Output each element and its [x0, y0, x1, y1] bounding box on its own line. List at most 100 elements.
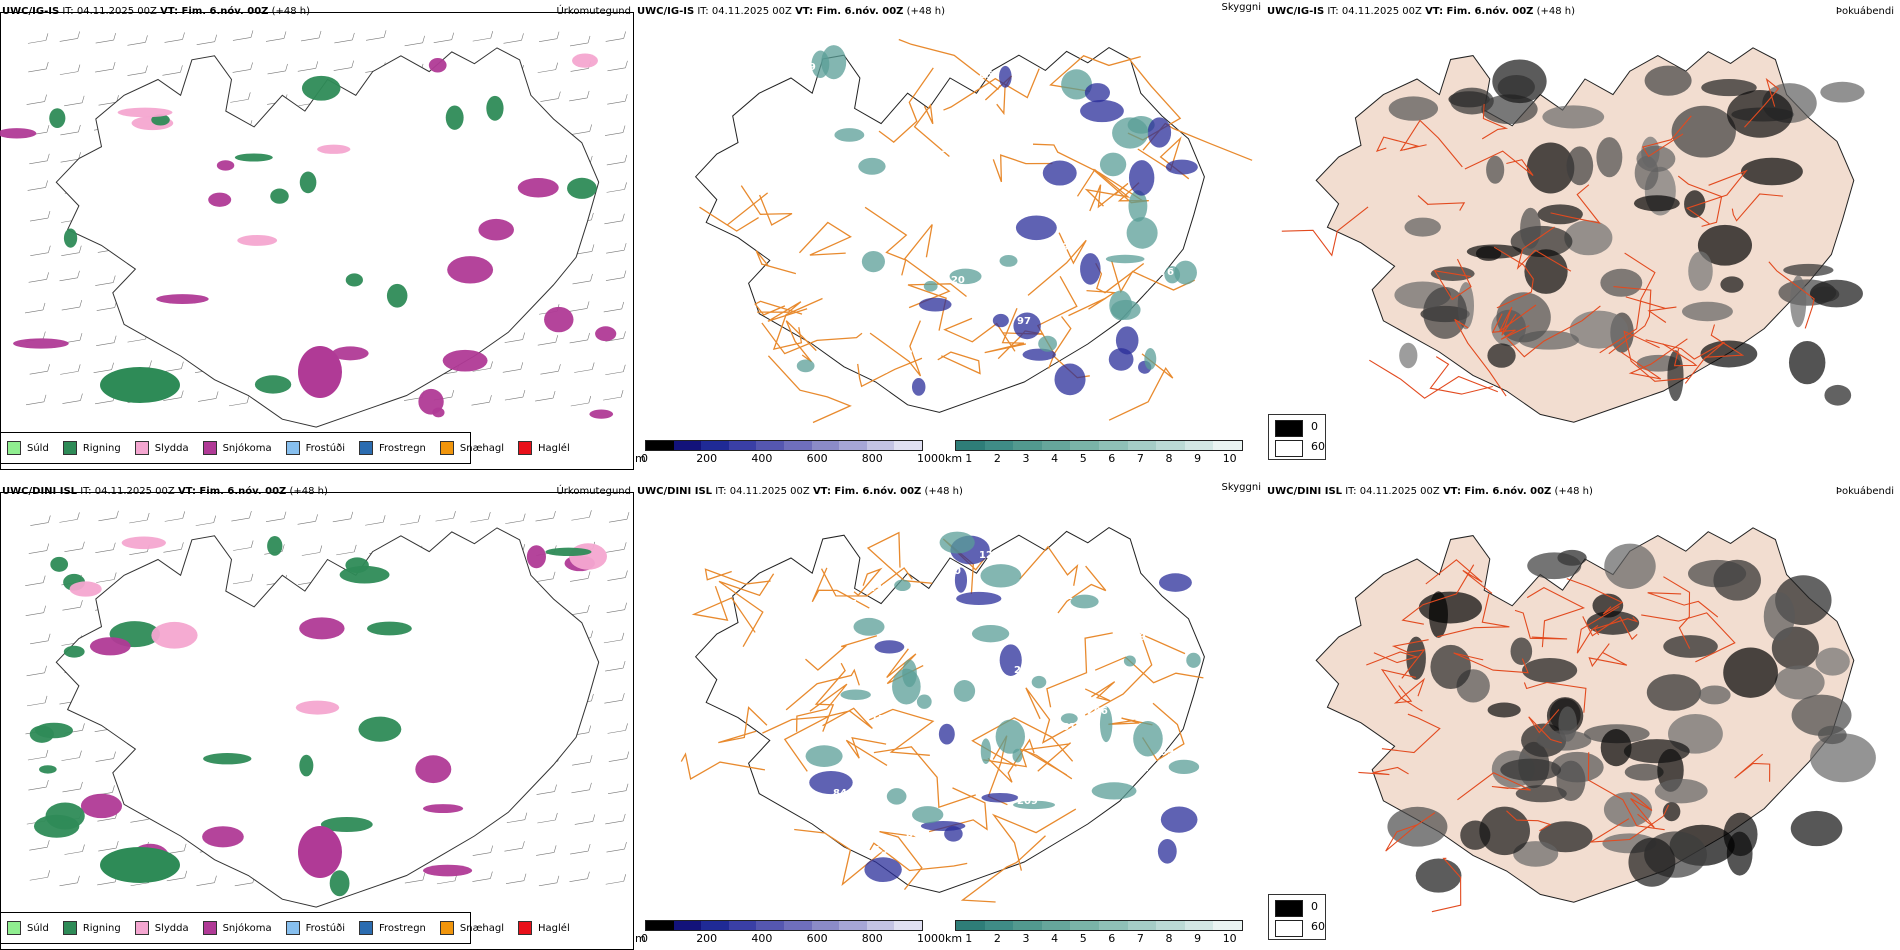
fog-index-blob: [1404, 217, 1441, 237]
legend-item: Súld: [7, 921, 49, 935]
ceiling-value-label: 222: [798, 193, 819, 204]
precip-blob: [156, 294, 209, 305]
colorbar-segment: [894, 921, 922, 930]
init-time: IT: 04.11.2025 00Z: [80, 486, 175, 497]
road: [1685, 169, 1748, 225]
colorbar-unit: km: [945, 932, 963, 945]
visibility-panel-top: 119 120 98 26 261 76 192 36 85 88 16 222 17 120 97 84 10…: [635, 0, 1265, 470]
fog-map-bottom: [1315, 527, 1876, 913]
panel-title: UWC/DINI ISL IT: 04.11.2025 00Z VT: Fim.…: [1267, 486, 1593, 497]
road: [869, 320, 922, 377]
colorbar-segment: [646, 921, 674, 930]
low-visibility-blob: [1144, 348, 1157, 370]
wind-barb: [26, 665, 47, 677]
precip-blob: [151, 621, 198, 649]
precip-blob: [386, 283, 408, 308]
road: [794, 828, 884, 887]
colorbar-segment: [728, 441, 757, 450]
road: [1084, 681, 1116, 702]
wind-barb: [24, 302, 46, 314]
ceiling-colorbar: m 0 200 400 600 800 1000: [635, 918, 945, 948]
road: [785, 668, 860, 711]
fog-index-blob: [1537, 204, 1583, 225]
fog-panel-bottom: UWC/DINI ISL IT: 04.11.2025 00Z VT: Fim.…: [1265, 480, 1900, 950]
road: [1642, 115, 1692, 158]
low-visibility-blob: [1054, 363, 1086, 396]
wind-barb: [506, 812, 528, 823]
low-visibility-blob: [981, 792, 1019, 803]
fog-index-blob: [1450, 87, 1494, 115]
road: [1393, 677, 1426, 704]
colorbar-tick-label: 0: [641, 932, 648, 945]
fog-index-blob: [1774, 665, 1825, 700]
road: [992, 154, 1053, 183]
colorbar-unit: m: [635, 452, 646, 465]
fog-index-blob: [1526, 142, 1575, 194]
fog-index-blob: [1723, 647, 1778, 698]
fog-index-blob: [1654, 778, 1708, 804]
road: [878, 67, 934, 143]
low-visibility-blob: [1186, 652, 1201, 668]
fog-map-top: [1281, 47, 1865, 423]
colorbar-tick-label: 5: [1079, 452, 1087, 465]
wind-barb: [60, 124, 81, 136]
fog-low-label: 60: [1311, 440, 1325, 453]
fog-index-blob: [1428, 591, 1448, 638]
colorbar-segment: [701, 921, 729, 930]
colorbar-tick-label: 10: [1222, 932, 1237, 945]
road: [857, 357, 923, 388]
fog-panel-top: UWC/IG-IS IT: 04.11.2025 00Z VT: Fim. 6.…: [1265, 0, 1900, 470]
legend-label: Snjókoma: [222, 922, 272, 934]
road: [1599, 252, 1656, 354]
wind-barb: [572, 273, 593, 285]
visibility-colorbar: km 1 2 3 4 5 6 7 8 9 10: [945, 918, 1255, 948]
road: [879, 830, 923, 891]
wind-barb: [59, 31, 80, 42]
fog-index-blob: [1510, 637, 1533, 665]
model-name: UWC/IG-IS: [1267, 6, 1325, 17]
road: [1499, 304, 1537, 336]
wind-barb: [537, 62, 558, 73]
ceiling-value-label: 261: [1055, 722, 1076, 733]
ceiling-value-label: 55: [801, 324, 815, 335]
wind-barb: [605, 813, 626, 825]
ceiling-value-label: 80: [906, 829, 920, 840]
colorbar-segment: [1041, 441, 1071, 450]
wind-barb: [195, 515, 217, 526]
wind-barb: [535, 391, 556, 402]
product-type-label: Þokuábendi: [1835, 6, 1894, 17]
road: [1491, 313, 1530, 340]
precip-blob: [428, 58, 447, 73]
wind-barb: [28, 61, 49, 73]
product-type-label: Skyggni: [1221, 2, 1261, 13]
wind-barb: [604, 213, 625, 225]
legend-item: Rigning: [62, 921, 121, 935]
colorbar-segment: [783, 441, 812, 450]
ceiling-colorbar: m 0 200 400 600 800 1000: [635, 438, 945, 468]
low-visibility-blob: [1158, 573, 1192, 592]
low-visibility-blob: [858, 157, 886, 175]
fog-index-blob: [1492, 59, 1547, 104]
wind-barb: [603, 632, 625, 644]
wind-barb: [164, 511, 186, 522]
ceiling-value-label: 167: [836, 599, 857, 610]
road: [864, 206, 908, 276]
precip-blob: [447, 256, 494, 284]
ceiling-value-label: 17: [871, 234, 885, 245]
wind-barb: [470, 512, 491, 523]
wind-barb: [570, 843, 591, 855]
fog-index-blob: [1791, 694, 1852, 736]
low-visibility-blob: [1013, 312, 1041, 340]
fog-index-blob: [1592, 593, 1624, 618]
wind-barb: [572, 755, 593, 766]
low-visibility-blob: [1168, 759, 1200, 775]
ceiling-value-label: 108: [909, 160, 930, 171]
road: [1516, 226, 1572, 272]
wind-barb: [64, 844, 85, 855]
precip-blob: [299, 617, 345, 640]
low-visibility-blob: [1038, 335, 1058, 352]
low-visibility-blob: [971, 625, 1010, 643]
wind-barb: [164, 32, 185, 43]
init-time: IT: 04.11.2025 00Z: [715, 486, 810, 497]
road: [1514, 609, 1568, 640]
